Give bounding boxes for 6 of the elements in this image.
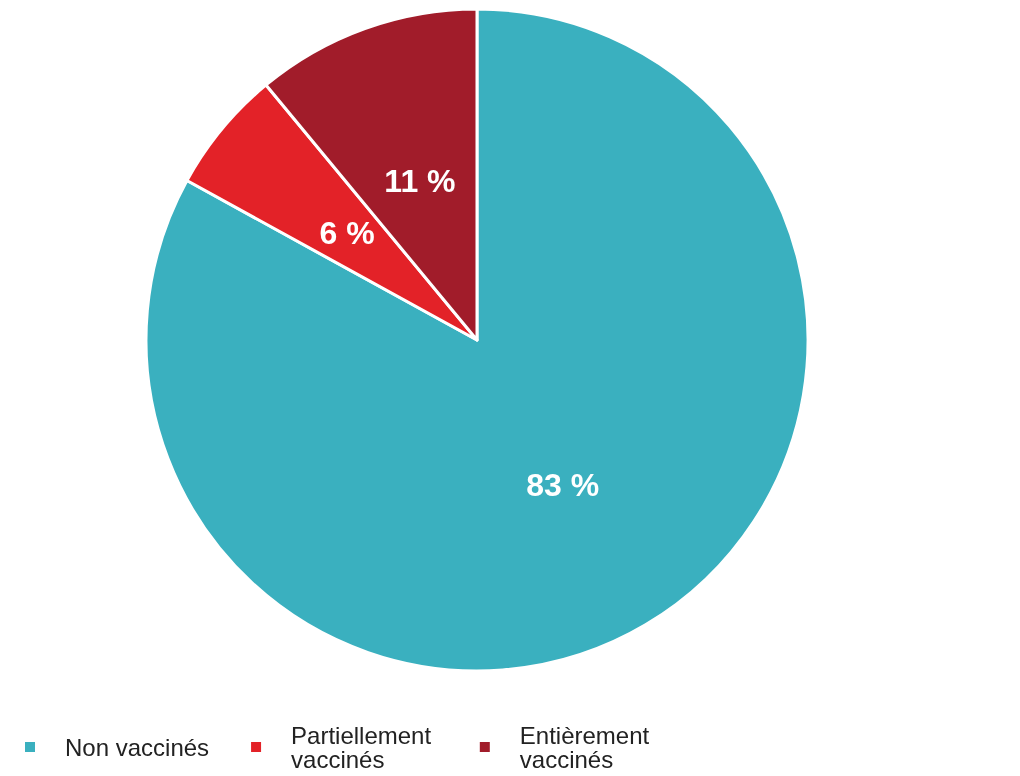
data-label: 11 % [384,163,456,200]
legend-label: Partiellement vaccinés [291,721,438,773]
data-label: 6 % [319,214,375,251]
legend-label: Non vaccinés [65,733,210,761]
data-label: 83 % [526,467,600,504]
legend-label: Entièrement vaccinés [519,721,656,773]
